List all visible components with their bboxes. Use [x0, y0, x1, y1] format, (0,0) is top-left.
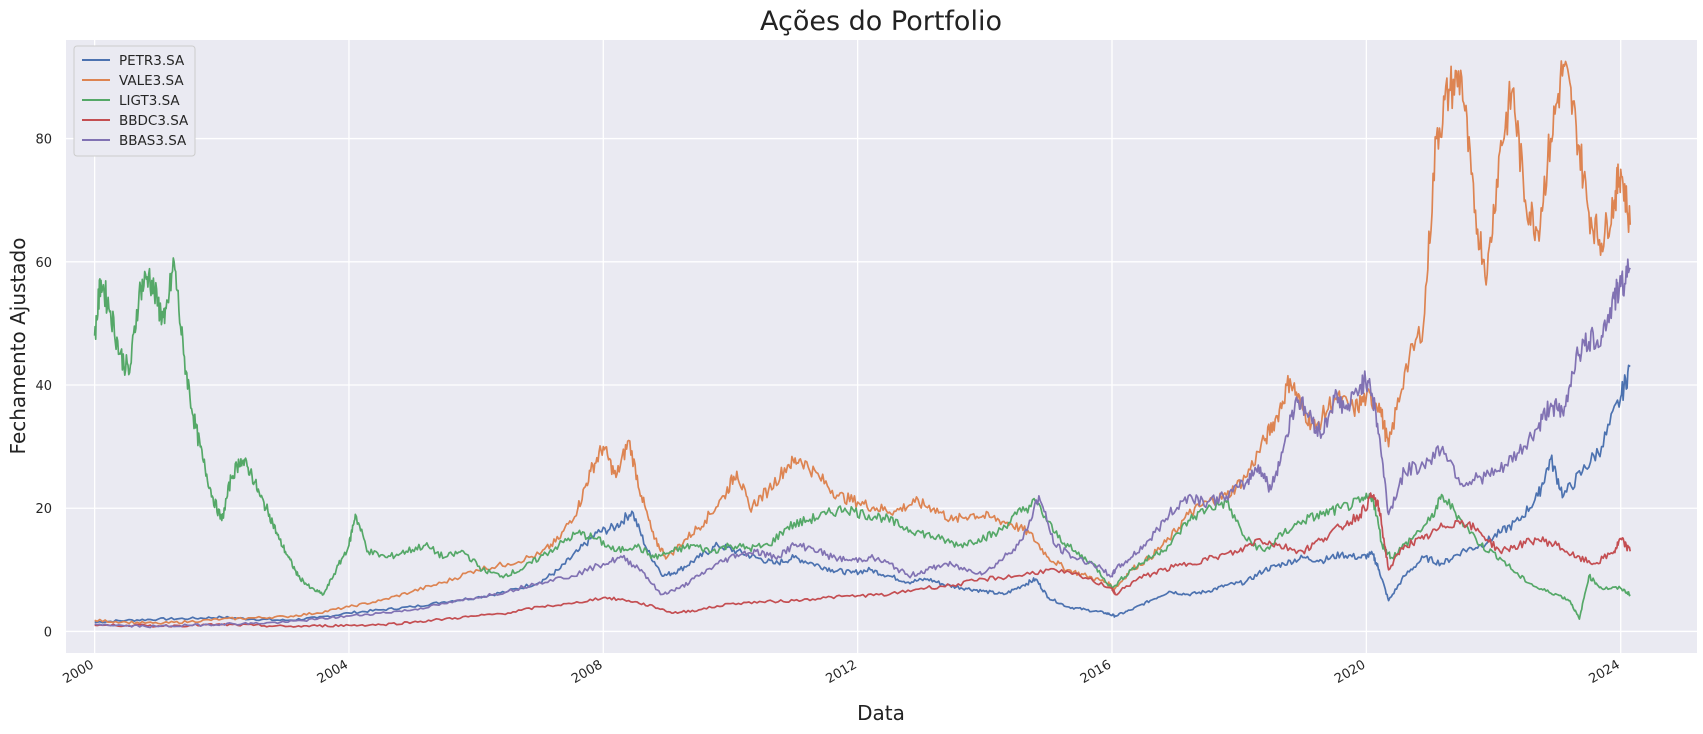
legend-label: LIGT3.SA — [119, 93, 180, 109]
series-line-petr3-sa — [94, 364, 1631, 624]
series-line-ligt3-sa — [93, 257, 1631, 620]
x-tick-label: 2004 — [315, 657, 351, 687]
y-tick-label: 80 — [35, 133, 52, 148]
plot-area — [66, 40, 1697, 653]
y-axis-label: Fechamento Ajustado — [6, 238, 30, 455]
legend-label: VALE3.SA — [119, 73, 184, 89]
series-layer — [93, 60, 1632, 629]
chart-title: Ações do Portfolio — [760, 6, 1002, 37]
y-tick-label: 40 — [35, 379, 52, 394]
legend-label: BBDC3.SA — [119, 113, 189, 129]
legend-box — [73, 45, 196, 157]
x-axis-label: Data — [857, 701, 905, 725]
x-tick-label: 2024 — [1587, 657, 1623, 687]
series-line-bbdc3-sa — [94, 492, 1632, 628]
x-tick-label: 2000 — [60, 657, 96, 687]
x-tick-label: 2020 — [1332, 657, 1368, 687]
x-tick-label: 2012 — [823, 657, 859, 687]
legend-label: BBAS3.SA — [119, 133, 187, 149]
y-tick-label: 0 — [44, 625, 52, 640]
legend: PETR3.SA VALE3.SA LIGT3.SA BBDC3.SA BBAS3.SA — [73, 45, 196, 157]
series-line-bbas3-sa — [94, 258, 1631, 629]
y-tick-label: 20 — [35, 502, 52, 517]
y-tick-labels: 0 20 40 60 80 — [35, 133, 52, 641]
x-tick-labels: 2000 2004 2008 2012 2016 2020 2024 — [60, 657, 1622, 687]
x-tick-label: 2008 — [569, 657, 605, 687]
x-tick-label: 2016 — [1078, 657, 1114, 687]
legend-label: PETR3.SA — [119, 53, 185, 69]
series-line-vale3-sa — [94, 60, 1632, 625]
y-tick-label: 60 — [35, 256, 52, 271]
